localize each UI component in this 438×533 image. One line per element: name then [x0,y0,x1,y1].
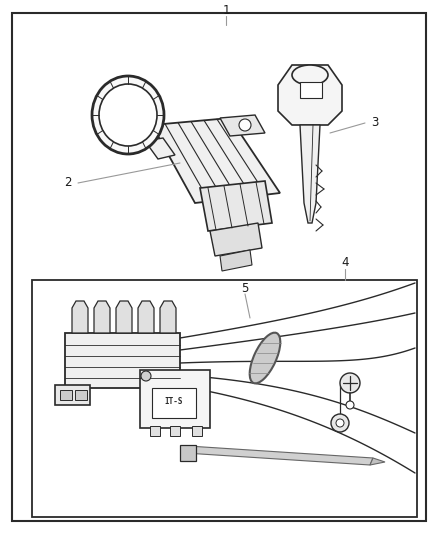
Polygon shape [65,333,180,388]
Bar [140,370,210,428]
Circle shape [239,119,251,131]
Text: 5: 5 [241,281,249,295]
Ellipse shape [99,84,157,146]
Polygon shape [55,385,90,405]
Polygon shape [300,125,320,223]
Polygon shape [160,301,176,333]
Bar [150,426,160,436]
Circle shape [336,419,344,427]
Polygon shape [370,458,385,465]
Circle shape [331,414,349,432]
Text: 1: 1 [222,4,230,18]
Circle shape [340,373,360,393]
Text: 4: 4 [341,256,349,270]
Polygon shape [94,301,110,333]
Polygon shape [116,301,132,333]
Bar [32,280,417,517]
Bar [60,390,72,400]
Text: IT-S: IT-S [165,398,183,407]
Ellipse shape [250,333,280,383]
Polygon shape [138,301,154,333]
Polygon shape [220,115,265,136]
Circle shape [141,371,151,381]
Polygon shape [185,446,373,465]
Bar [152,388,196,418]
Polygon shape [152,118,280,203]
Polygon shape [210,223,262,256]
Bar [170,426,180,436]
Polygon shape [278,65,342,125]
Text: 2: 2 [64,176,72,190]
Ellipse shape [92,76,164,154]
Polygon shape [145,138,175,159]
Ellipse shape [292,65,328,85]
Bar [180,445,196,461]
Polygon shape [72,301,88,333]
Polygon shape [200,181,272,231]
Polygon shape [220,250,252,271]
Circle shape [346,401,354,409]
Text: 3: 3 [371,117,379,130]
Bar [75,390,87,400]
Bar [300,82,322,98]
Bar [192,426,202,436]
